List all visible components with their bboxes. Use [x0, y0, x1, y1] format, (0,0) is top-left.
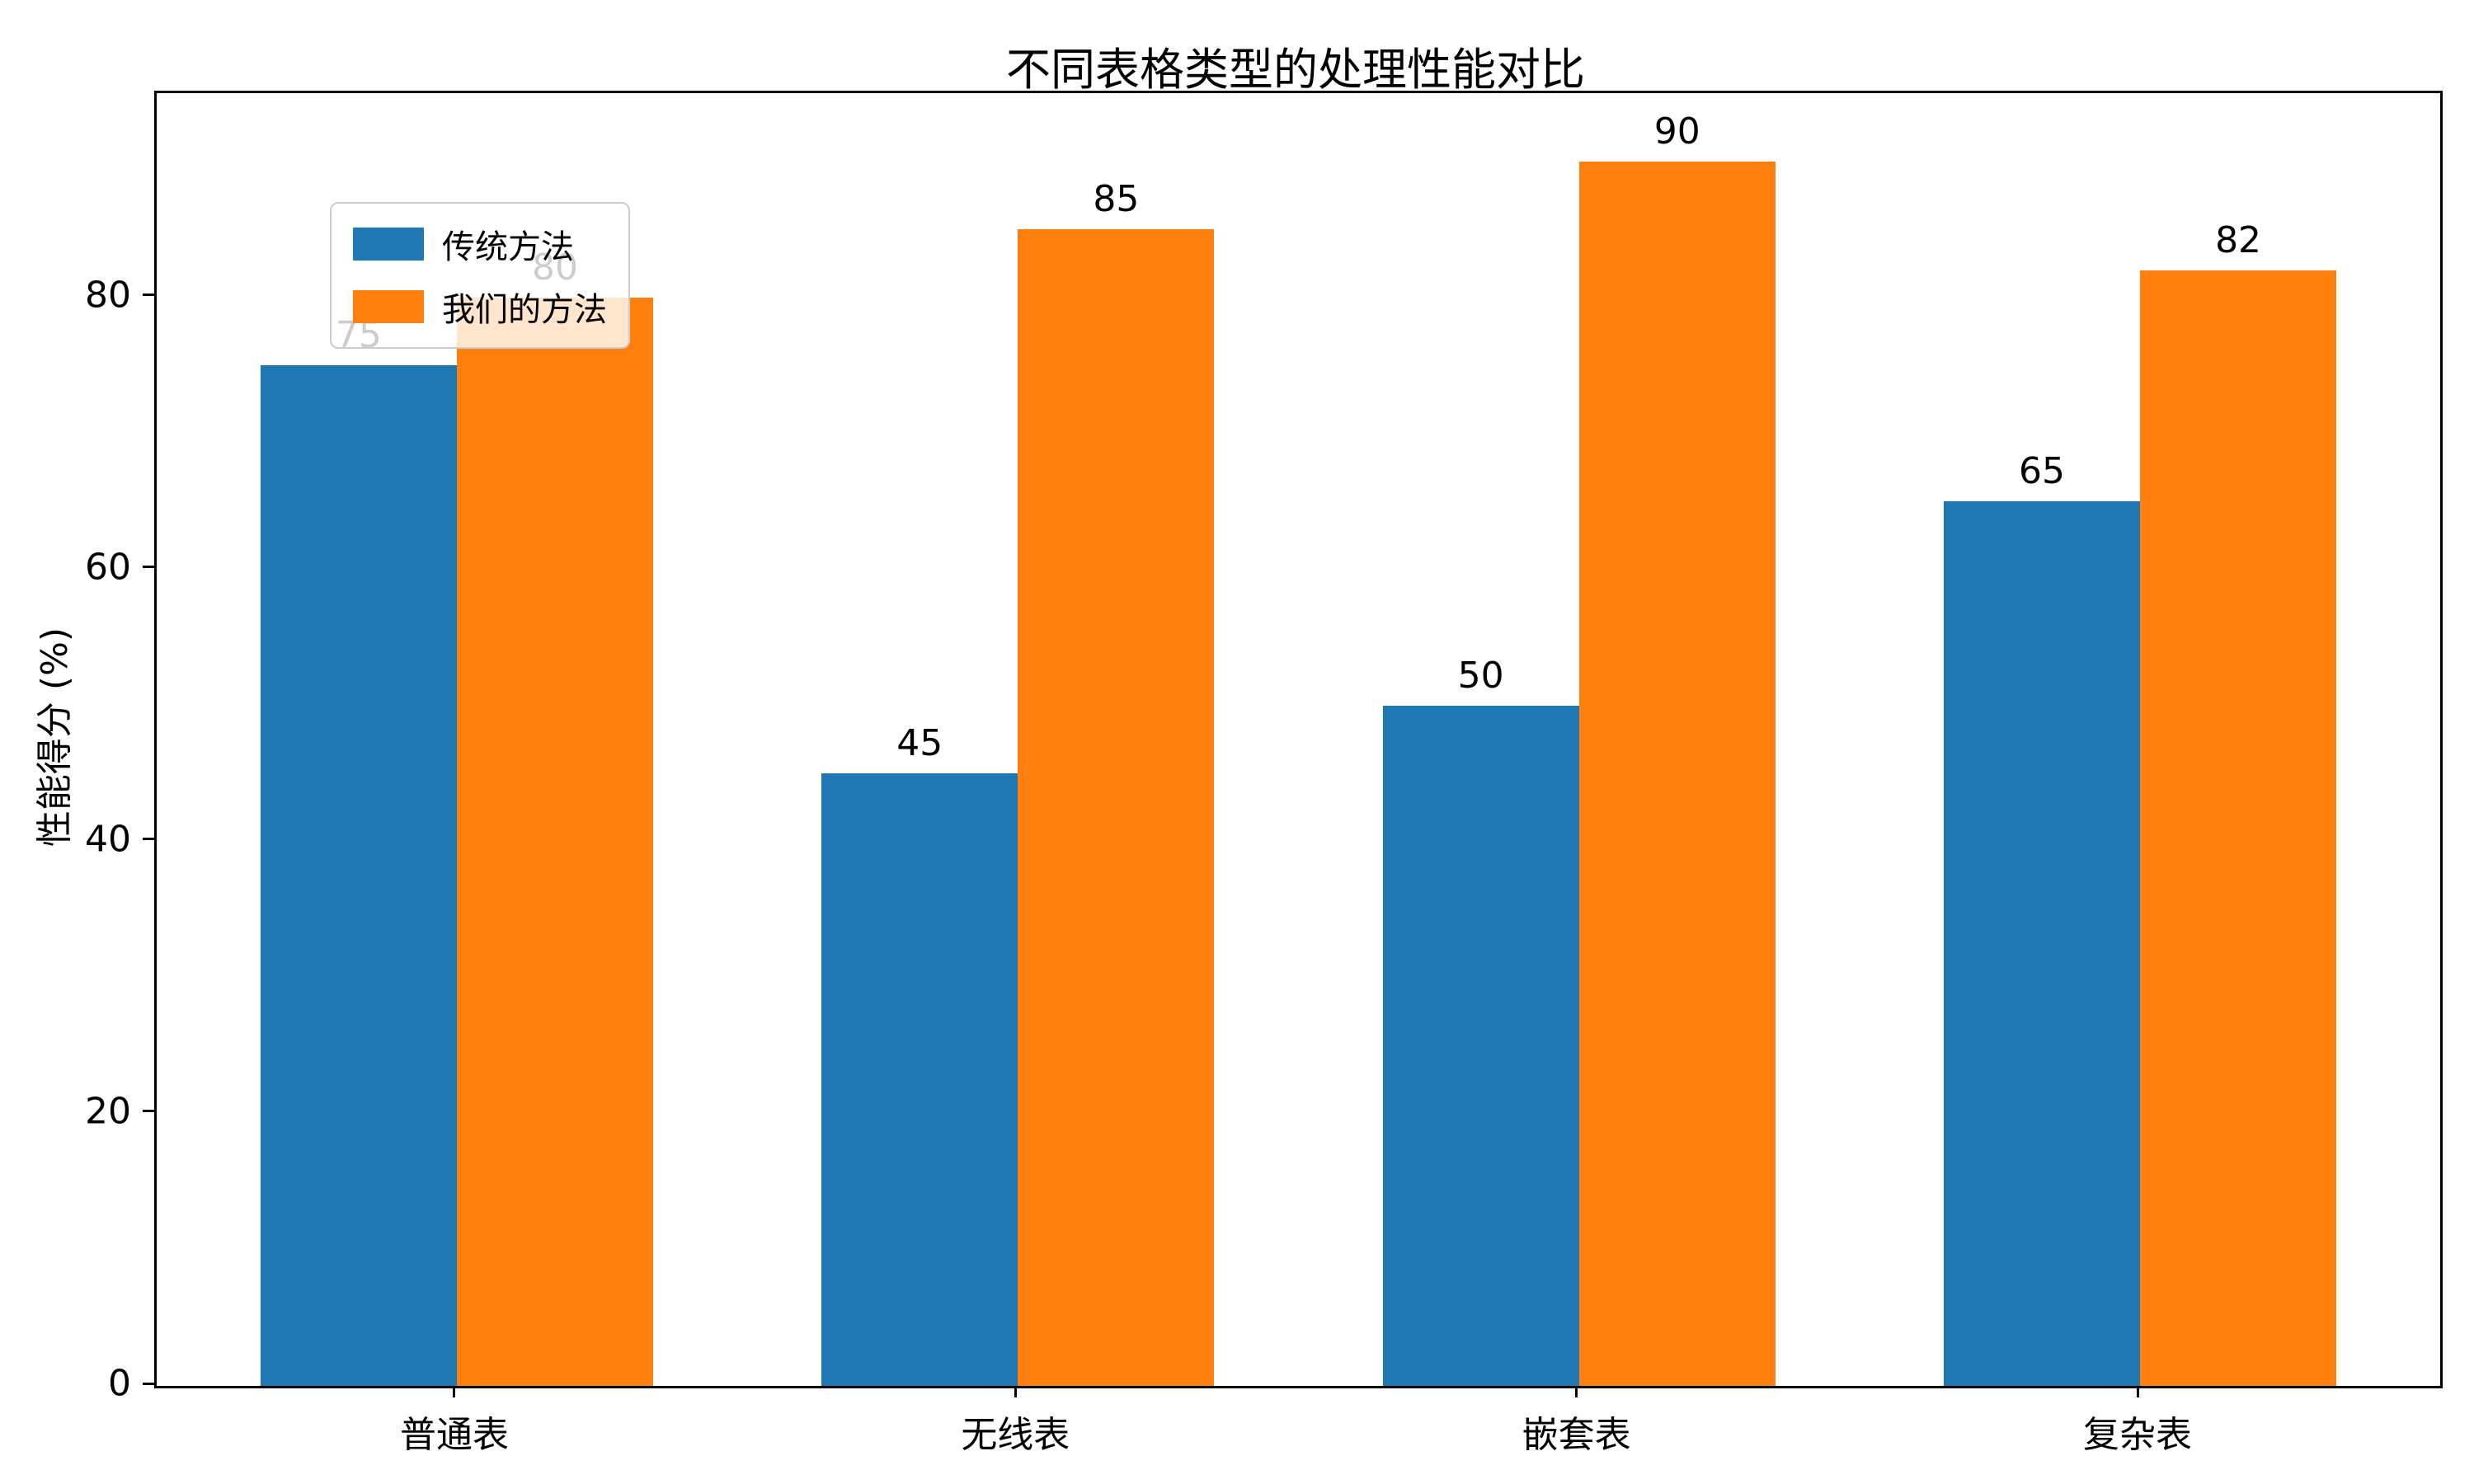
y-tick-label: 20 [85, 1090, 131, 1133]
bar-value-label: 45 [896, 722, 943, 765]
y-tick-mark [143, 838, 154, 841]
y-tick-label: 60 [85, 546, 131, 589]
chart-title: 不同表格类型的处理性能对比 [1006, 44, 1585, 96]
x-tick-mark [453, 1386, 456, 1397]
bar-我们的方法-复杂表 [2140, 270, 2337, 1386]
y-tick-mark [143, 566, 154, 569]
y-tick-mark [143, 1382, 154, 1385]
bar-value-label: 65 [2018, 450, 2065, 493]
bar-value-label: 85 [1093, 178, 1140, 221]
legend-label: 我们的方法 [442, 291, 607, 329]
bar-我们的方法-嵌套表 [1578, 161, 1776, 1386]
legend-swatch-icon [353, 290, 424, 323]
legend-item-我们的方法: 我们的方法 [353, 283, 607, 331]
legend: 传统方法 我们的方法 [330, 202, 630, 349]
bar-传统方法-复杂表 [1943, 501, 2140, 1386]
legend-item-传统方法: 传统方法 [353, 220, 607, 268]
x-tick-label-普通表: 普通表 [399, 1414, 509, 1456]
y-axis-label: 性能得分 (%) [34, 627, 76, 848]
bar-传统方法-普通表 [260, 365, 457, 1386]
bar-我们的方法-无线表 [1018, 229, 1215, 1386]
legend-label: 传统方法 [442, 228, 574, 266]
bar-value-label: 50 [1457, 654, 1504, 697]
x-tick-mark [1575, 1386, 1578, 1397]
bar-传统方法-嵌套表 [1382, 705, 1579, 1386]
bar-value-label: 90 [1653, 110, 1700, 153]
legend-swatch-icon [353, 228, 424, 261]
x-tick-label-复杂表: 复杂表 [2083, 1414, 2193, 1456]
y-tick-mark [143, 1110, 154, 1113]
x-tick-mark [2136, 1386, 2139, 1397]
bar-我们的方法-普通表 [456, 297, 654, 1386]
x-tick-label-无线表: 无线表 [961, 1414, 1070, 1456]
x-tick-label-嵌套表: 嵌套表 [1522, 1414, 1631, 1456]
y-tick-mark [143, 294, 154, 297]
y-tick-label: 80 [85, 274, 131, 317]
y-tick-label: 40 [85, 818, 131, 861]
bar-value-label: 82 [2215, 218, 2262, 261]
x-tick-mark [1014, 1386, 1017, 1397]
y-tick-label: 0 [108, 1362, 131, 1405]
bar-传统方法-无线表 [821, 773, 1018, 1386]
